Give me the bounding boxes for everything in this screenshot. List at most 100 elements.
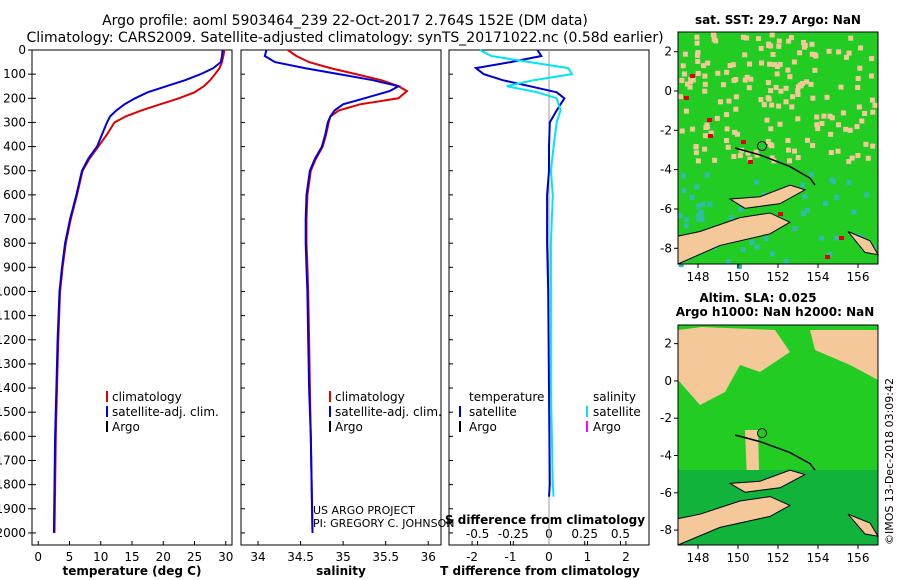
map-teal-pixel [707,201,713,207]
map-teal-pixel [689,195,695,200]
map-nodata-pixel [828,131,834,137]
x-tick-label: 25 [187,550,202,564]
map-nodata-pixel [785,138,791,143]
map-nodata-pixel [694,40,700,46]
map-nodata-pixel [745,150,751,156]
map-land-new-ireland [734,147,816,186]
depth-axis: 0 100 200 300 400 500 600 700 800 900 1000 1100 1200… [0,43,32,540]
map-nodata-pixel [814,122,820,128]
map-nodata-pixel [721,82,726,88]
map-teal-pixel [740,247,746,252]
map-nodata-pixel [701,63,707,69]
map-nodata-pixel [809,51,815,57]
map-nodata-pixel [727,63,733,69]
map-nodata-pixel [844,54,849,60]
map-nodata-pixel [836,122,841,128]
depth-tick-label: 900 [3,260,26,274]
map-x-tick-label: 156 [847,551,870,565]
series-line [479,49,574,497]
x-tick-label: 15 [124,550,139,564]
s-difference-xlabel: S difference from climatology [445,513,645,527]
x-tick-label: 36 [421,550,436,564]
map-nodata-pixel [858,45,863,51]
x-tick-label: 30 [218,550,233,564]
legend-swatch-climatology [329,391,331,402]
title-line-1: Argo profile: aoml 5903464_239 22-Oct-20… [102,13,588,29]
map-nodata-pixel [795,88,801,94]
map-nodata-pixel [742,52,748,58]
map-nodata-pixel [704,122,710,128]
map-teal-pixel [681,188,687,194]
map-nodata-pixel [778,88,784,94]
map-nodata-pixel [785,67,791,73]
legend-salinity-heading: salinity [593,390,636,404]
map-nodata-pixel [777,62,783,67]
map-nodata-pixel [724,112,729,118]
map-y-tick-label: 2 [664,337,672,351]
map2-title-2: Argo h1000: NaN h2000: NaN [676,305,875,319]
legend-argo: Argo [335,420,363,434]
map-nodata-pixel [856,104,862,110]
salinity-legend: climatology satellite-adj. clim. Argo [329,390,442,434]
map-nodata-pixel [758,45,764,51]
map-nodata-pixel [678,94,683,100]
map-nodata-pixel [711,32,717,38]
map-nodata-pixel [862,111,868,116]
map-y-tick-label: 0 [664,84,672,98]
map-nodata-pixel [786,38,792,44]
map-nodata-pixel [804,79,810,85]
map-nodata-pixel [733,106,739,112]
map-profile-marker [757,428,767,439]
map-nodata-pixel [790,94,796,100]
map-nodata-pixel [718,99,723,105]
map-nodata-pixel [783,85,789,91]
depth-tick-label: 1800 [0,478,26,492]
map-nodata-pixel [694,34,700,40]
map-y-tick-label: -4 [660,163,672,177]
map-nodata-pixel [734,131,740,137]
map-nodata-pixel [824,94,830,100]
map-nodata-pixel [767,61,773,67]
map-nodata-pixel [787,74,793,80]
map-nodata-pixel [773,84,779,90]
map-nodata-pixel [826,48,832,54]
map-teal-pixel [698,209,704,215]
map-nodata-pixel [695,50,701,56]
map-nodata-pixel [840,110,846,116]
x-tick-label: 35.5 [372,550,399,564]
x-tick-label: -1 [505,550,517,564]
map-nodata-pixel [768,142,773,148]
map-nodata-pixel [733,94,739,100]
map-nodata-pixel [792,148,797,154]
map-nodata-pixel [733,77,739,82]
x-tick-label: 1 [584,550,592,564]
map-teal-pixel [783,258,789,264]
map-nodata-pixel [702,81,708,87]
map-nodata-pixel [801,40,807,45]
legend-swatch-argo [106,421,108,432]
map-nodata-pixel [715,70,721,76]
depth-tick-label: 800 [3,236,26,250]
map-land-new-britain [728,184,807,209]
depth-tick-label: 300 [3,115,26,129]
map-nodata-pixel [812,67,818,73]
credit-project: US ARGO PROJECT [313,504,415,517]
map-y-tick-label: -2 [660,123,672,137]
map-nodata-pixel [680,63,686,69]
series-line [53,49,226,533]
temperature-panel: 0 5 10 15 20 25 30 [32,49,233,564]
map-nodata-pixel [683,108,689,114]
map-nodata-pixel [732,129,738,135]
map-nodata-pixel [753,149,759,155]
depth-tick-label: 1400 [0,381,26,395]
map-x-tick-label: 148 [687,551,710,565]
map-nodata-pixel [777,121,783,127]
series-line [52,49,224,533]
map-nodata-pixel [810,143,816,148]
map-nodata-pixel [744,74,750,80]
map-profile-marker [757,141,767,152]
legend-swatch-temp-satellite [459,406,461,417]
map-nodata-pixel [835,148,841,154]
map1-title: sat. SST: 29.7 Argo: NaN [695,13,861,27]
